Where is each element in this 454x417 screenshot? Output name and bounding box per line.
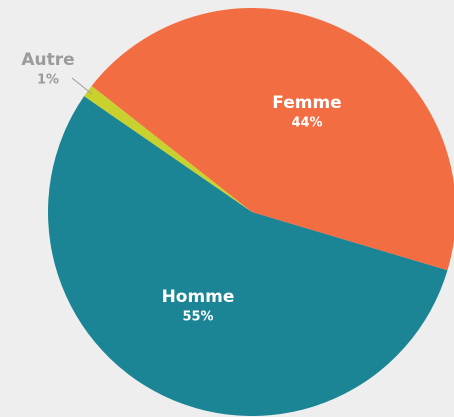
pie-slice — [91, 8, 454, 271]
slice-value: 1% — [37, 73, 59, 88]
leader-line — [71, 77, 93, 95]
pie-slice — [48, 96, 448, 416]
slice-label: Autre — [21, 50, 74, 70]
pie-slice — [84, 85, 253, 212]
slice-value: 44% — [291, 116, 322, 131]
slice-value: 55% — [182, 310, 213, 325]
slice-label: Femme — [272, 93, 341, 113]
slice-label: Homme — [162, 287, 235, 307]
